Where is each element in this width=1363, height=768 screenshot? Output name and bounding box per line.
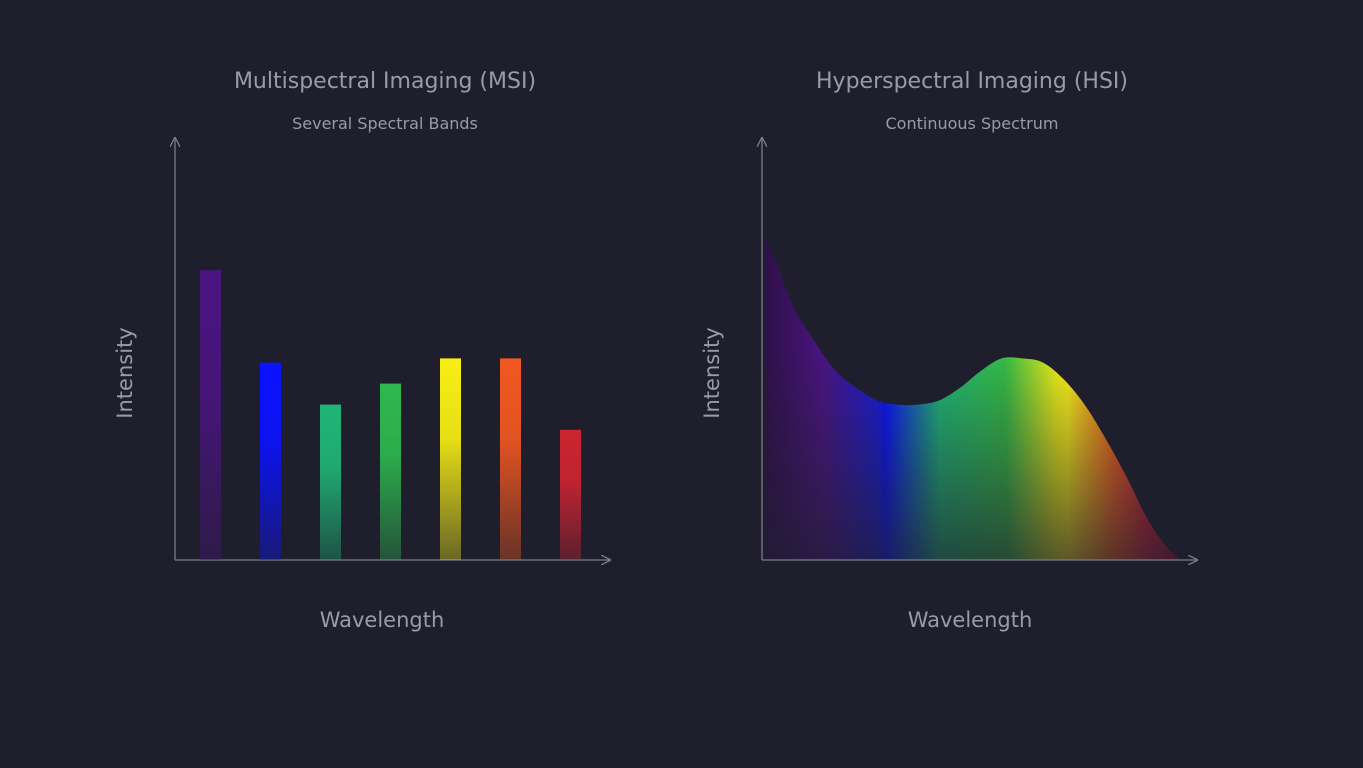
msi-x-axis-label: Wavelength bbox=[320, 608, 445, 632]
msi-bar-green bbox=[380, 383, 401, 560]
msi-title: Multispectral Imaging (MSI) bbox=[234, 69, 536, 94]
msi-y-axis-label: Intensity bbox=[113, 327, 137, 418]
hsi-title: Hyperspectral Imaging (HSI) bbox=[816, 69, 1128, 94]
hsi-x-axis-label: Wavelength bbox=[908, 608, 1033, 632]
msi-bar-blue bbox=[260, 362, 281, 560]
msi-bar-yellow bbox=[440, 358, 461, 560]
hsi-spectrum-fade bbox=[765, 236, 1180, 560]
msi-bar-violet bbox=[200, 270, 221, 560]
hsi-subtitle: Continuous Spectrum bbox=[886, 114, 1059, 133]
msi-panel: Multispectral Imaging (MSI) Several Spec… bbox=[113, 69, 610, 632]
msi-bar-red bbox=[560, 429, 581, 560]
hsi-panel: Hyperspectral Imaging (HSI) Continuous S… bbox=[700, 69, 1197, 632]
msi-bar-orange bbox=[500, 358, 521, 560]
hsi-y-axis-label: Intensity bbox=[700, 327, 724, 418]
msi-bar-cyan-green bbox=[320, 404, 341, 560]
msi-subtitle: Several Spectral Bands bbox=[292, 114, 478, 133]
hsi-spectrum-area-group bbox=[765, 236, 1180, 560]
msi-bars bbox=[200, 270, 581, 560]
